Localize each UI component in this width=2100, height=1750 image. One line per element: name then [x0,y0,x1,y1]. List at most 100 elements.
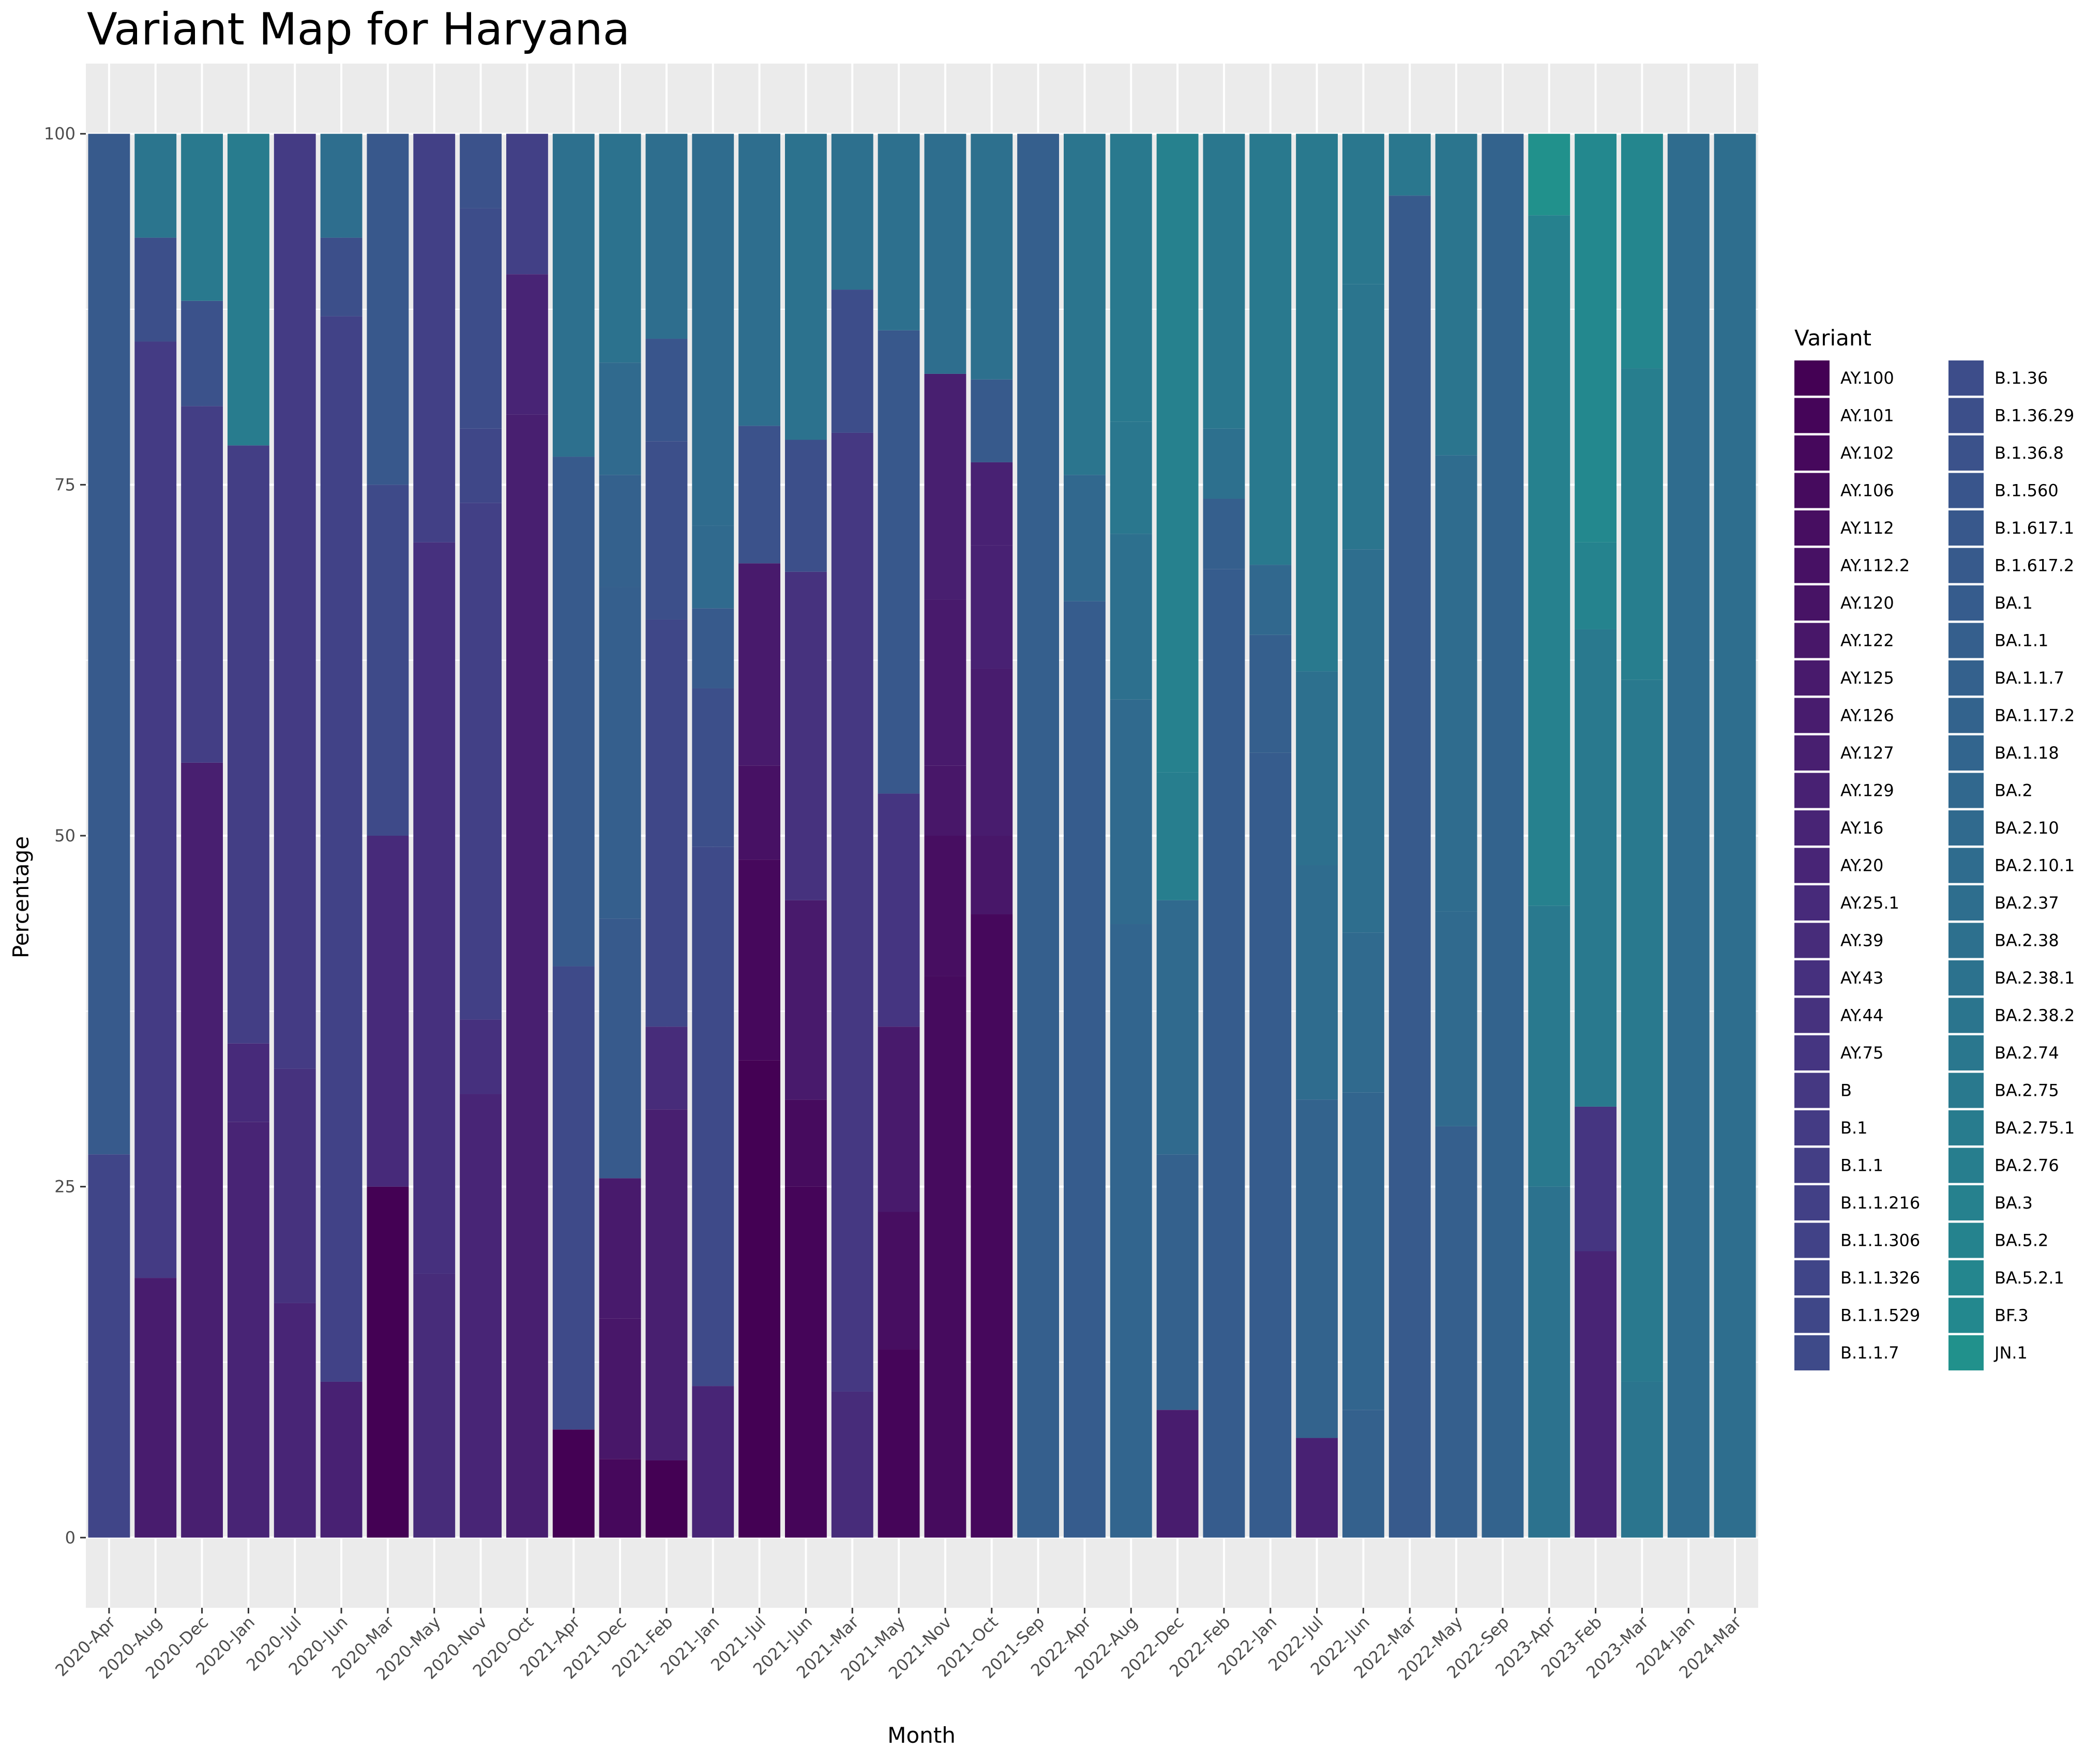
bar-segment [924,976,966,1538]
bar-stack [460,133,502,1538]
legend-label: BA.2.75.1 [1995,1118,2075,1138]
bar-segment [971,462,1013,546]
bar-segment [599,133,641,363]
bar-segment [1110,924,1152,1538]
legend-label: BA.1.17.2 [1995,706,2075,726]
legend-label: AY.100 [1840,368,1894,388]
legend-swatch [1794,1148,1830,1183]
legend-swatch [1948,473,1984,508]
bar-segment [1156,1154,1199,1410]
bar-segment [1110,534,1152,700]
legend-label: AY.112 [1840,518,1894,538]
legend-title: Variant [1794,325,1871,351]
bar-stack [181,133,223,1538]
legend-label: AY.43 [1840,968,1883,988]
bar-stack [320,133,362,1538]
bar-segment [460,208,502,429]
legend-label: B.1.560 [1995,481,2059,501]
bar-segment [599,587,641,919]
bar-segment [738,563,781,766]
bar-segment [1528,1186,1570,1538]
legend-swatch [1794,1035,1830,1070]
legend-swatch [1948,1298,1984,1333]
bar-segment [1342,133,1384,284]
bars [88,133,1756,1538]
bar-stack [1017,133,1060,1538]
bar-segment [692,133,734,526]
bar-segment [924,765,966,836]
legend-swatch [1794,510,1830,546]
bar-stack [506,133,548,1538]
bar-segment [1203,133,1245,429]
bar-segment [1249,565,1292,635]
bar-segment [1249,635,1292,753]
bar-stack [738,133,781,1538]
bar-stack [599,133,641,1538]
bar-segment [599,1318,641,1459]
legend-swatch [1794,1073,1830,1108]
legend-swatch [1794,923,1830,958]
bar-stack [1249,133,1292,1538]
bar-segment [1063,133,1106,475]
bar-segment [413,542,456,1274]
bar-stack [1203,133,1245,1538]
bar-segment [274,1303,316,1538]
bar-segment [599,475,641,587]
bar-segment [413,133,456,542]
legend-swatch [1948,1185,1984,1220]
bar-segment [367,1186,409,1538]
bar-segment [1575,1251,1617,1538]
legend-swatch [1794,885,1830,921]
bar-segment [692,847,734,1386]
bar-segment [1435,1126,1477,1538]
bar-segment [274,133,316,1069]
bar-stack [1388,133,1431,1538]
bar-segment [878,1349,920,1538]
legend-label: B.1.1 [1840,1156,1883,1175]
legend-label: AY.25.1 [1840,893,1899,913]
bar-segment [367,133,409,485]
bar-segment [784,1186,827,1538]
bar-segment [1110,421,1152,534]
bar-segment [1621,133,1663,369]
bar-segment [460,503,502,1020]
legend-label: BA.5.2 [1995,1231,2048,1250]
legend-label: B.1 [1840,1118,1867,1138]
legend-swatch [1794,1110,1830,1145]
bar-segment [367,836,409,1187]
bar-segment [1203,499,1245,569]
bar-stack [784,133,827,1538]
y-tick-label: 100 [44,124,75,144]
bar-segment [692,688,734,847]
legend-swatch [1794,1185,1830,1220]
bar-segment [924,836,966,976]
legend-swatch [1948,398,1984,433]
bar-stack [692,133,734,1538]
y-tick-label: 50 [54,826,75,846]
bar-stack [227,133,269,1538]
bar-segment [320,133,362,238]
legend-label: BA.2.74 [1995,1043,2059,1063]
bar-stack [831,133,873,1538]
bar-segment [971,133,1013,380]
bar-stack [1156,133,1199,1538]
bar-segment [552,133,595,457]
legend-swatch [1948,848,1984,883]
bar-segment [645,1027,688,1110]
bar-segment [1714,133,1756,1538]
legend-label: AY.102 [1840,443,1894,463]
legend-swatch [1948,1073,1984,1108]
bar-segment [784,440,827,572]
bar-segment [1388,133,1431,196]
legend-swatch [1794,660,1830,696]
bar-segment [1528,133,1570,216]
legend-label: B.1.36.29 [1995,406,2074,426]
legend-swatch [1948,960,1984,995]
bar-segment [878,1212,920,1350]
bar-segment [1110,133,1152,422]
legend-swatch [1794,960,1830,995]
legend-label: B [1840,1081,1852,1100]
bar-segment [552,457,595,967]
bar-stack [1482,133,1524,1538]
